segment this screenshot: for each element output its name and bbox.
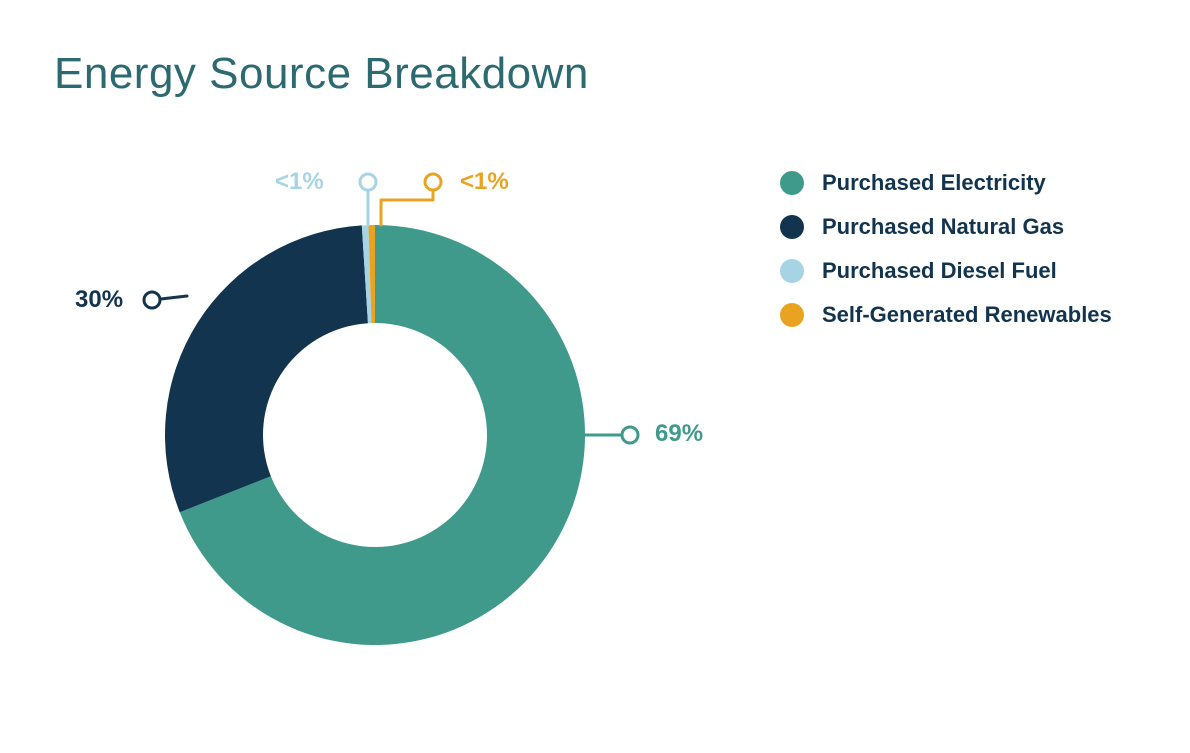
callout-renewables	[381, 174, 441, 225]
legend-label: Purchased Electricity	[822, 170, 1046, 196]
energy-source-chart: Energy Source Breakdown Purchased Electr…	[0, 0, 1190, 748]
legend-item-naturalgas: Purchased Natural Gas	[780, 214, 1112, 240]
callout-diesel	[360, 174, 376, 225]
legend-dot-icon	[780, 215, 804, 239]
legend-dot-icon	[780, 259, 804, 283]
legend-item-electricity: Purchased Electricity	[780, 170, 1112, 196]
legend-label: Purchased Natural Gas	[822, 214, 1064, 240]
legend-label: Self-Generated Renewables	[822, 302, 1112, 328]
legend-item-renewables: Self-Generated Renewables	[780, 302, 1112, 328]
callout-label-naturalgas: 30%	[75, 286, 123, 314]
callout-label-renewables: <1%	[460, 168, 509, 196]
legend-label: Purchased Diesel Fuel	[822, 258, 1057, 284]
donut-chart-svg	[0, 0, 1190, 748]
callout-label-diesel: <1%	[275, 168, 324, 196]
callout-naturalgas	[144, 292, 187, 308]
callout-label-electricity: 69%	[655, 420, 703, 448]
legend-item-diesel: Purchased Diesel Fuel	[780, 258, 1112, 284]
chart-legend: Purchased Electricity Purchased Natural G…	[780, 170, 1112, 346]
callout-electricity	[585, 427, 638, 443]
donut-slice-naturalgas	[165, 225, 368, 512]
legend-dot-icon	[780, 171, 804, 195]
legend-dot-icon	[780, 303, 804, 327]
chart-title: Energy Source Breakdown	[54, 49, 589, 99]
